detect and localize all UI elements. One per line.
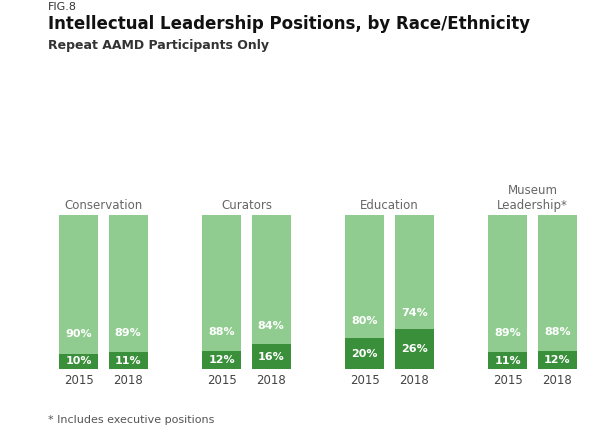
Bar — [59, 354, 98, 369]
Text: * Includes executive positions: * Includes executive positions — [48, 415, 214, 425]
Bar — [109, 352, 148, 369]
Text: 84%: 84% — [258, 321, 284, 331]
Text: FIG.8: FIG.8 — [48, 2, 77, 12]
Text: 2018: 2018 — [400, 374, 429, 387]
Text: Education: Education — [360, 199, 419, 212]
Text: 80%: 80% — [352, 316, 378, 326]
Text: 74%: 74% — [401, 308, 428, 318]
Text: 2018: 2018 — [542, 374, 572, 387]
Text: 12%: 12% — [544, 355, 571, 365]
Bar — [202, 351, 241, 369]
Text: 90%: 90% — [65, 329, 92, 339]
Text: Conservation: Conservation — [64, 199, 142, 212]
Text: 2015: 2015 — [350, 374, 380, 387]
Bar — [395, 329, 434, 369]
Text: 20%: 20% — [352, 349, 378, 359]
Text: 2018: 2018 — [256, 374, 286, 387]
Text: Repeat AAMD Participants Only: Repeat AAMD Participants Only — [48, 39, 269, 52]
Text: Curators: Curators — [221, 199, 272, 212]
Text: 88%: 88% — [208, 326, 235, 336]
Bar — [202, 215, 241, 351]
Text: 89%: 89% — [115, 328, 142, 338]
Text: 2018: 2018 — [113, 374, 143, 387]
Bar — [488, 352, 527, 369]
Text: 11%: 11% — [115, 355, 142, 365]
Bar — [538, 351, 577, 369]
Text: Museum
Leadership*: Museum Leadership* — [497, 184, 568, 212]
Text: 26%: 26% — [401, 344, 428, 354]
Text: 88%: 88% — [544, 326, 571, 336]
Text: 12%: 12% — [208, 355, 235, 365]
Text: 10%: 10% — [65, 356, 92, 366]
Text: 2015: 2015 — [493, 374, 523, 387]
Text: 89%: 89% — [494, 328, 521, 338]
Bar — [488, 215, 527, 352]
Bar — [251, 215, 290, 344]
Text: 16%: 16% — [258, 352, 284, 362]
Bar — [346, 338, 385, 369]
Bar — [251, 344, 290, 369]
Bar — [109, 215, 148, 352]
Bar — [395, 215, 434, 329]
Bar — [59, 215, 98, 354]
Bar — [538, 215, 577, 351]
Bar — [346, 215, 385, 338]
Text: Intellectual Leadership Positions, by Race/Ethnicity: Intellectual Leadership Positions, by Ra… — [48, 15, 530, 33]
Text: 2015: 2015 — [64, 374, 94, 387]
Text: 11%: 11% — [494, 355, 521, 365]
Text: 2015: 2015 — [207, 374, 236, 387]
